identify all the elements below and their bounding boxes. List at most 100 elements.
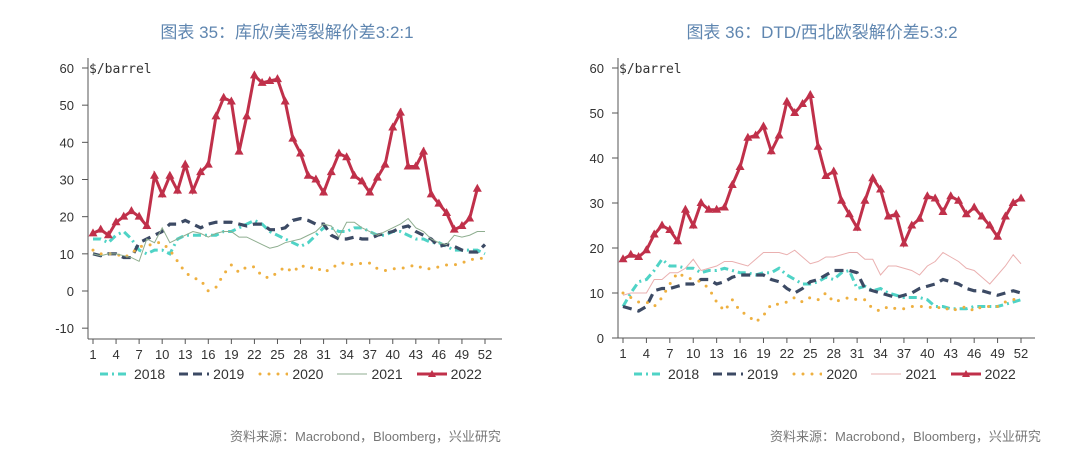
- series-2022-point: [696, 198, 706, 206]
- series-2022-point: [242, 111, 252, 120]
- x-tick-label: 1: [89, 347, 96, 362]
- series-2022-point: [657, 220, 667, 229]
- series-2022-point: [766, 146, 776, 155]
- series-2021-line: [92, 217, 485, 262]
- series-2022-point: [349, 170, 359, 179]
- series-2022-point: [774, 130, 784, 139]
- series-2022-point: [188, 185, 198, 194]
- series-2022-point: [1000, 211, 1010, 220]
- chart-1-title: 图表 35：库欣/美湾裂解价差3:2:1: [160, 23, 414, 42]
- series-2022-point: [434, 198, 444, 207]
- chart-1: -10 0 10 20 30 40 50 60 1 4 7 10 13 16 19 22 25 28 31 34 37 4…: [55, 58, 502, 362]
- series-2022-point: [852, 222, 862, 231]
- series-2022-point: [805, 90, 815, 98]
- series-2022-point: [395, 107, 405, 116]
- series-2022-point: [165, 170, 175, 179]
- x-tick-label: 22: [247, 347, 261, 362]
- series-2022-point: [296, 148, 306, 157]
- x-tick-label: 19: [224, 347, 238, 362]
- series-2022-point: [211, 111, 221, 120]
- series-2020-line: [621, 270, 1023, 325]
- y-tick-label: 50: [60, 98, 74, 113]
- series-2022-point: [938, 207, 948, 215]
- series-2022-point: [157, 189, 167, 198]
- x-tick-label: 10: [686, 346, 700, 361]
- series-2022-point: [357, 176, 367, 185]
- series-2022-point: [751, 130, 761, 139]
- series-2022-point: [88, 228, 98, 237]
- series-2022-point: [96, 224, 106, 233]
- series-2022-point: [326, 167, 336, 176]
- series-2022-point: [465, 213, 475, 222]
- legend-2020: 2020: [258, 366, 323, 382]
- series-2022-point: [126, 206, 136, 215]
- series-2022-point: [419, 146, 429, 155]
- series-2022-point: [883, 211, 893, 220]
- series-2022-point: [311, 174, 321, 183]
- series-2022-point: [985, 220, 995, 229]
- legend-swatch-icon: [871, 373, 902, 375]
- chart-2: 0 10 20 30 40 50 60 1 4 7 10 13 16 19 22 25 28 31 34 37 40 43…: [590, 58, 1035, 361]
- x-tick-label: 31: [316, 347, 330, 362]
- x-tick-label: 22: [780, 346, 794, 361]
- x-tick-label: 13: [178, 347, 192, 362]
- legend-2018: 2018: [100, 366, 165, 382]
- series-2022-point: [930, 193, 940, 202]
- series-2022-point: [411, 161, 421, 170]
- legend-2019: 2019: [179, 366, 244, 382]
- series-2022-point: [868, 173, 878, 182]
- series-2022-point: [821, 171, 831, 179]
- series-2022-point: [797, 99, 807, 107]
- y-tick-label: 30: [590, 196, 604, 211]
- chart-2-title: 图表 36：DTD/西北欧裂解价差5:3:2: [686, 23, 958, 42]
- series-2022-point: [626, 249, 636, 258]
- series-2022-point: [1008, 198, 1018, 206]
- legend-2020: 2020: [792, 366, 857, 382]
- legend-swatch-icon: [100, 372, 130, 376]
- series-2022-point: [673, 236, 683, 245]
- series-2022-point: [380, 159, 390, 168]
- series-2022-point: [249, 70, 259, 79]
- y-axis-label: $/barrel: [89, 62, 152, 77]
- series-2022-line: [622, 91, 1022, 261]
- series-2022-point: [915, 213, 925, 222]
- x-tick-label: 16: [201, 347, 215, 362]
- x-tick-label: 52: [1014, 346, 1028, 361]
- series-2022-point: [111, 217, 121, 226]
- y-tick-label: -10: [55, 321, 74, 336]
- series-2021-line: [622, 249, 1022, 296]
- series-2022-point: [134, 211, 144, 220]
- y-tick-label: 60: [590, 61, 604, 76]
- series-2022-point: [618, 254, 628, 263]
- x-tick-label: 7: [136, 347, 143, 362]
- x-tick-label: 16: [733, 346, 747, 361]
- x-tick-label: 52: [478, 347, 492, 362]
- x-tick-label: 1: [619, 346, 626, 361]
- series-2022-point: [372, 172, 382, 181]
- series-2022-point: [219, 92, 229, 101]
- chart-2-source: 资料来源：Macrobond，Bloomberg，兴业研究: [770, 429, 1041, 444]
- series-2019-line: [92, 216, 487, 260]
- series-2022-point: [829, 166, 839, 175]
- series-2022-point: [1016, 193, 1026, 202]
- y-tick-label: 0: [597, 331, 604, 346]
- x-tick-label: 10: [155, 347, 169, 362]
- y-tick-label: 50: [590, 106, 604, 121]
- x-tick-label: 4: [112, 347, 119, 362]
- series-2022-point: [969, 202, 979, 211]
- series-2022-point: [149, 170, 159, 179]
- series-2022-point: [704, 204, 714, 213]
- series-2022-point: [442, 207, 452, 216]
- series-2022-point: [319, 187, 329, 196]
- y-tick-label: 40: [60, 135, 74, 150]
- series-2022-point: [758, 121, 768, 130]
- series-2022-point: [922, 191, 932, 200]
- series-2022-point: [142, 220, 152, 229]
- legend-2021: 2021: [337, 366, 403, 382]
- series-2022-point: [180, 159, 190, 168]
- x-tick-label: 34: [339, 347, 353, 362]
- x-tick-label: 25: [270, 347, 284, 362]
- x-tick-label: 37: [362, 347, 376, 362]
- series-2022-point: [860, 195, 870, 204]
